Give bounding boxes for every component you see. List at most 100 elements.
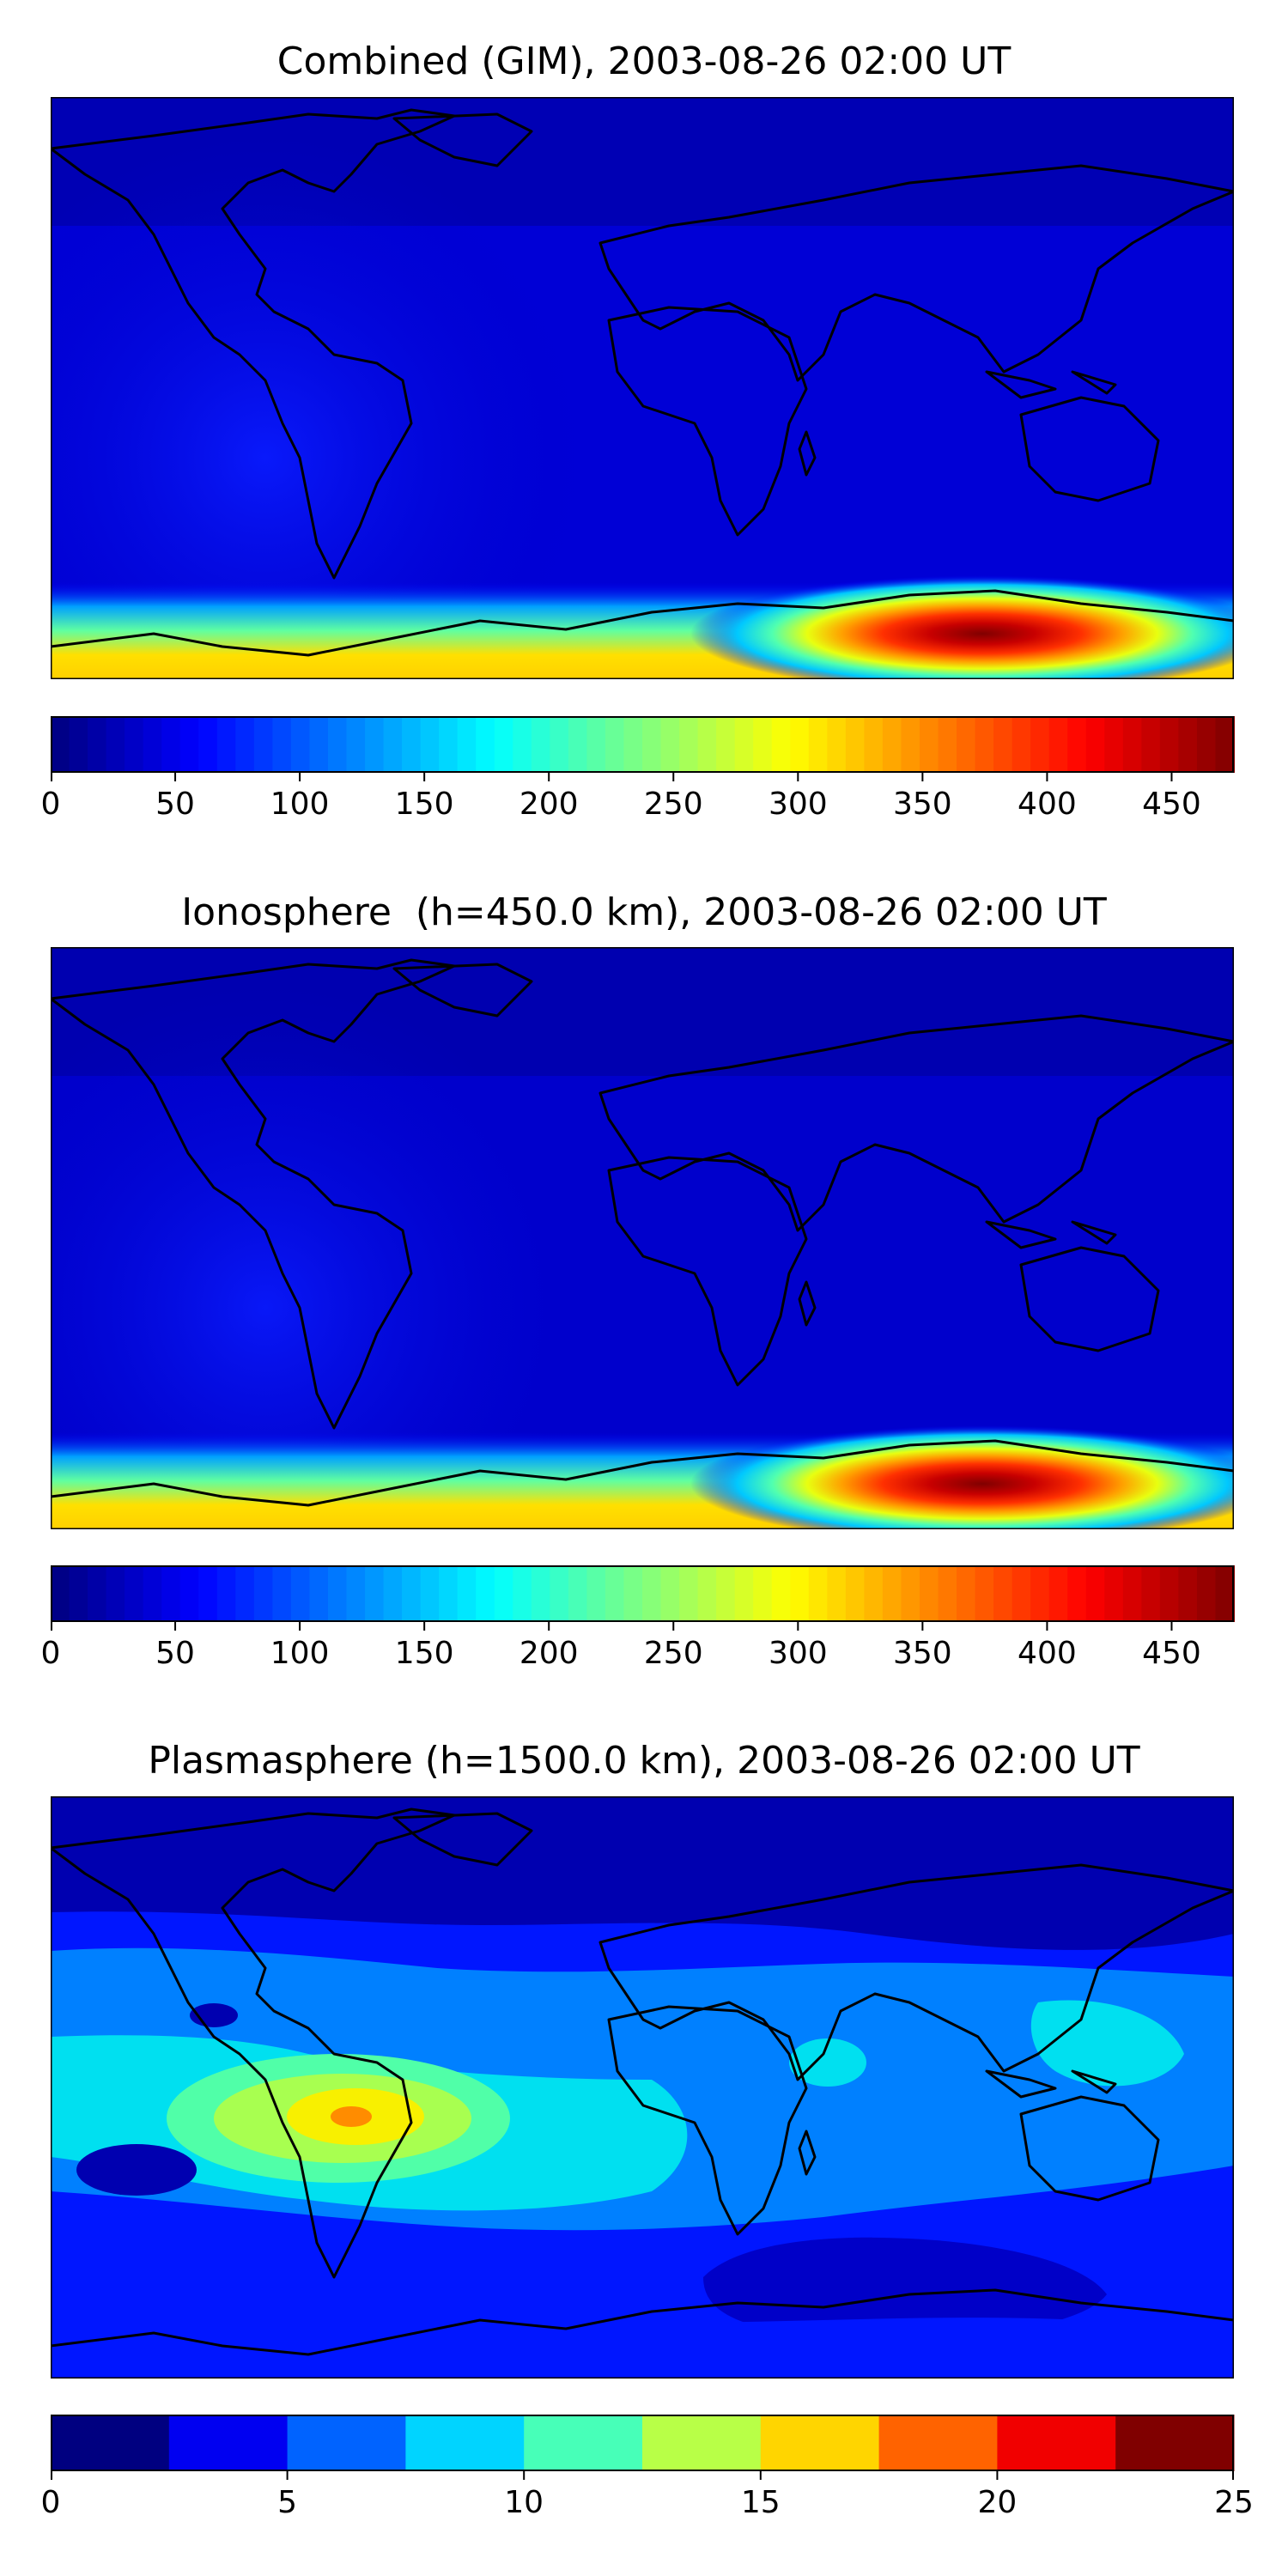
colorbar-swatch <box>734 1565 755 1622</box>
colorbar-swatch <box>1122 1565 1143 1622</box>
colorbar-swatch <box>1067 1565 1087 1622</box>
colorbar-swatch <box>771 1565 792 1622</box>
colorbar-swatch <box>290 1565 311 1622</box>
colorbar-swatch <box>253 716 274 773</box>
colorbar-swatch <box>1012 1565 1032 1622</box>
colorbar-tick-label: 150 <box>395 1636 454 1671</box>
panel-3-map-svg <box>51 1796 1234 2379</box>
colorbar-tick-label: 20 <box>977 2485 1017 2520</box>
colorbar-swatch <box>88 1565 107 1622</box>
colorbar-swatch <box>901 716 920 773</box>
colorbar-frame <box>51 1565 1234 1622</box>
colorbar-swatch <box>975 1565 995 1622</box>
colorbar-swatch <box>882 716 902 773</box>
colorbar-tick-label: 15 <box>741 2485 781 2520</box>
colorbar-swatch <box>253 1565 274 1622</box>
colorbar-swatch <box>938 716 958 773</box>
colorbar-swatch <box>290 716 311 773</box>
colorbar-level-swatch <box>642 2415 762 2471</box>
colorbar-swatch <box>605 716 625 773</box>
colorbar-swatch <box>179 1565 200 1622</box>
colorbar-swatch <box>753 716 773 773</box>
colorbar-frame <box>51 2415 1234 2471</box>
colorbar-tick-label: 350 <box>893 787 952 822</box>
colorbar-swatch <box>439 1565 459 1622</box>
colorbar-swatch <box>272 716 292 773</box>
colorbar-swatch <box>476 716 495 773</box>
colorbar-swatch <box>734 716 755 773</box>
colorbar-swatch <box>383 716 404 773</box>
colorbar-tick-label: 100 <box>270 787 330 822</box>
colorbar-swatch <box>753 1565 773 1622</box>
colorbar-swatch <box>198 1565 218 1622</box>
colorbar-tick-label: 25 <box>1214 2485 1254 2520</box>
panel-2-colorbar: 0 50 100 150 200 250 300 350 400 450 <box>41 1565 1235 1671</box>
colorbar-swatch <box>568 1565 588 1622</box>
colorbar-swatch <box>660 1565 681 1622</box>
colorbar-swatch <box>216 1565 237 1622</box>
colorbar-swatch <box>586 1565 606 1622</box>
colorbar-swatch <box>642 1565 662 1622</box>
colorbar-swatch <box>125 1565 144 1622</box>
colorbar-swatch <box>938 1565 958 1622</box>
colorbar-level-swatch <box>287 2415 406 2471</box>
colorbar-tick-label: 200 <box>519 1636 579 1671</box>
colorbar-swatch <box>568 716 588 773</box>
colorbar-swatch <box>1196 1565 1217 1622</box>
colorbar-swatch <box>476 1565 495 1622</box>
colorbar-level-swatch <box>51 2415 170 2471</box>
colorbar-swatch <box>1085 716 1106 773</box>
colorbar-swatch <box>790 1565 810 1622</box>
colorbar-tick-label: 300 <box>769 787 828 822</box>
colorbar-swatch <box>179 716 200 773</box>
colorbar-swatch <box>346 1565 367 1622</box>
colorbar-swatch <box>882 1565 902 1622</box>
colorbar-swatch <box>1048 1565 1069 1622</box>
colorbar-level-swatch <box>168 2415 289 2471</box>
panel-1-colorbar-svg: 0 50 100 150 200 250 300 350 400 450 <box>41 716 1235 822</box>
colorbar-swatch <box>716 716 736 773</box>
colorbar-swatch <box>439 716 459 773</box>
panel-3-colorbar: 0 5 10 15 20 25 <box>41 2415 1254 2520</box>
colorbar-swatch <box>494 716 514 773</box>
colorbar-tick-label: 250 <box>644 787 703 822</box>
colorbar-swatch <box>697 1565 718 1622</box>
colorbar-swatch <box>420 1565 440 1622</box>
colorbar-swatch <box>790 716 810 773</box>
panel-1-map <box>51 97 1234 679</box>
panel-2-coastlines <box>51 958 1234 1507</box>
colorbar-swatch <box>309 716 329 773</box>
panel-1-map-svg <box>51 97 1234 679</box>
colorbar-frame <box>51 716 1234 773</box>
colorbar-swatch <box>1012 716 1032 773</box>
colorbar-swatch <box>771 716 792 773</box>
colorbar-level-swatch <box>405 2415 525 2471</box>
colorbar-swatch <box>365 1565 385 1622</box>
panel-2-map-svg <box>51 947 1234 1529</box>
colorbar-swatch <box>494 1565 514 1622</box>
colorbar-swatch <box>623 716 643 773</box>
colorbar-tick-label: 300 <box>769 1636 828 1671</box>
colorbar-swatch <box>808 1565 829 1622</box>
colorbar-swatch <box>975 716 995 773</box>
panel-3-coastlines <box>51 1807 1234 2356</box>
colorbar-swatch <box>827 1565 847 1622</box>
colorbar-tick-label: 0 <box>41 2485 61 2520</box>
colorbar-swatch <box>1048 716 1069 773</box>
colorbar-swatch <box>864 716 884 773</box>
colorbar-swatch <box>309 1565 329 1622</box>
colorbar-swatch <box>457 716 477 773</box>
colorbar-swatch <box>1085 1565 1106 1622</box>
colorbar-swatch <box>1178 716 1198 773</box>
colorbar-swatch <box>827 716 847 773</box>
colorbar-swatch <box>88 716 107 773</box>
colorbar-swatch <box>901 1565 920 1622</box>
panel-2-map <box>51 947 1234 1529</box>
colorbar-swatch <box>1215 1565 1235 1622</box>
colorbar-tick-label: 150 <box>395 787 454 822</box>
colorbar-swatch <box>420 716 440 773</box>
colorbar-swatch <box>402 1565 422 1622</box>
colorbar-swatch <box>1215 716 1235 773</box>
colorbar-swatch <box>808 716 829 773</box>
colorbar-swatch <box>1122 716 1143 773</box>
